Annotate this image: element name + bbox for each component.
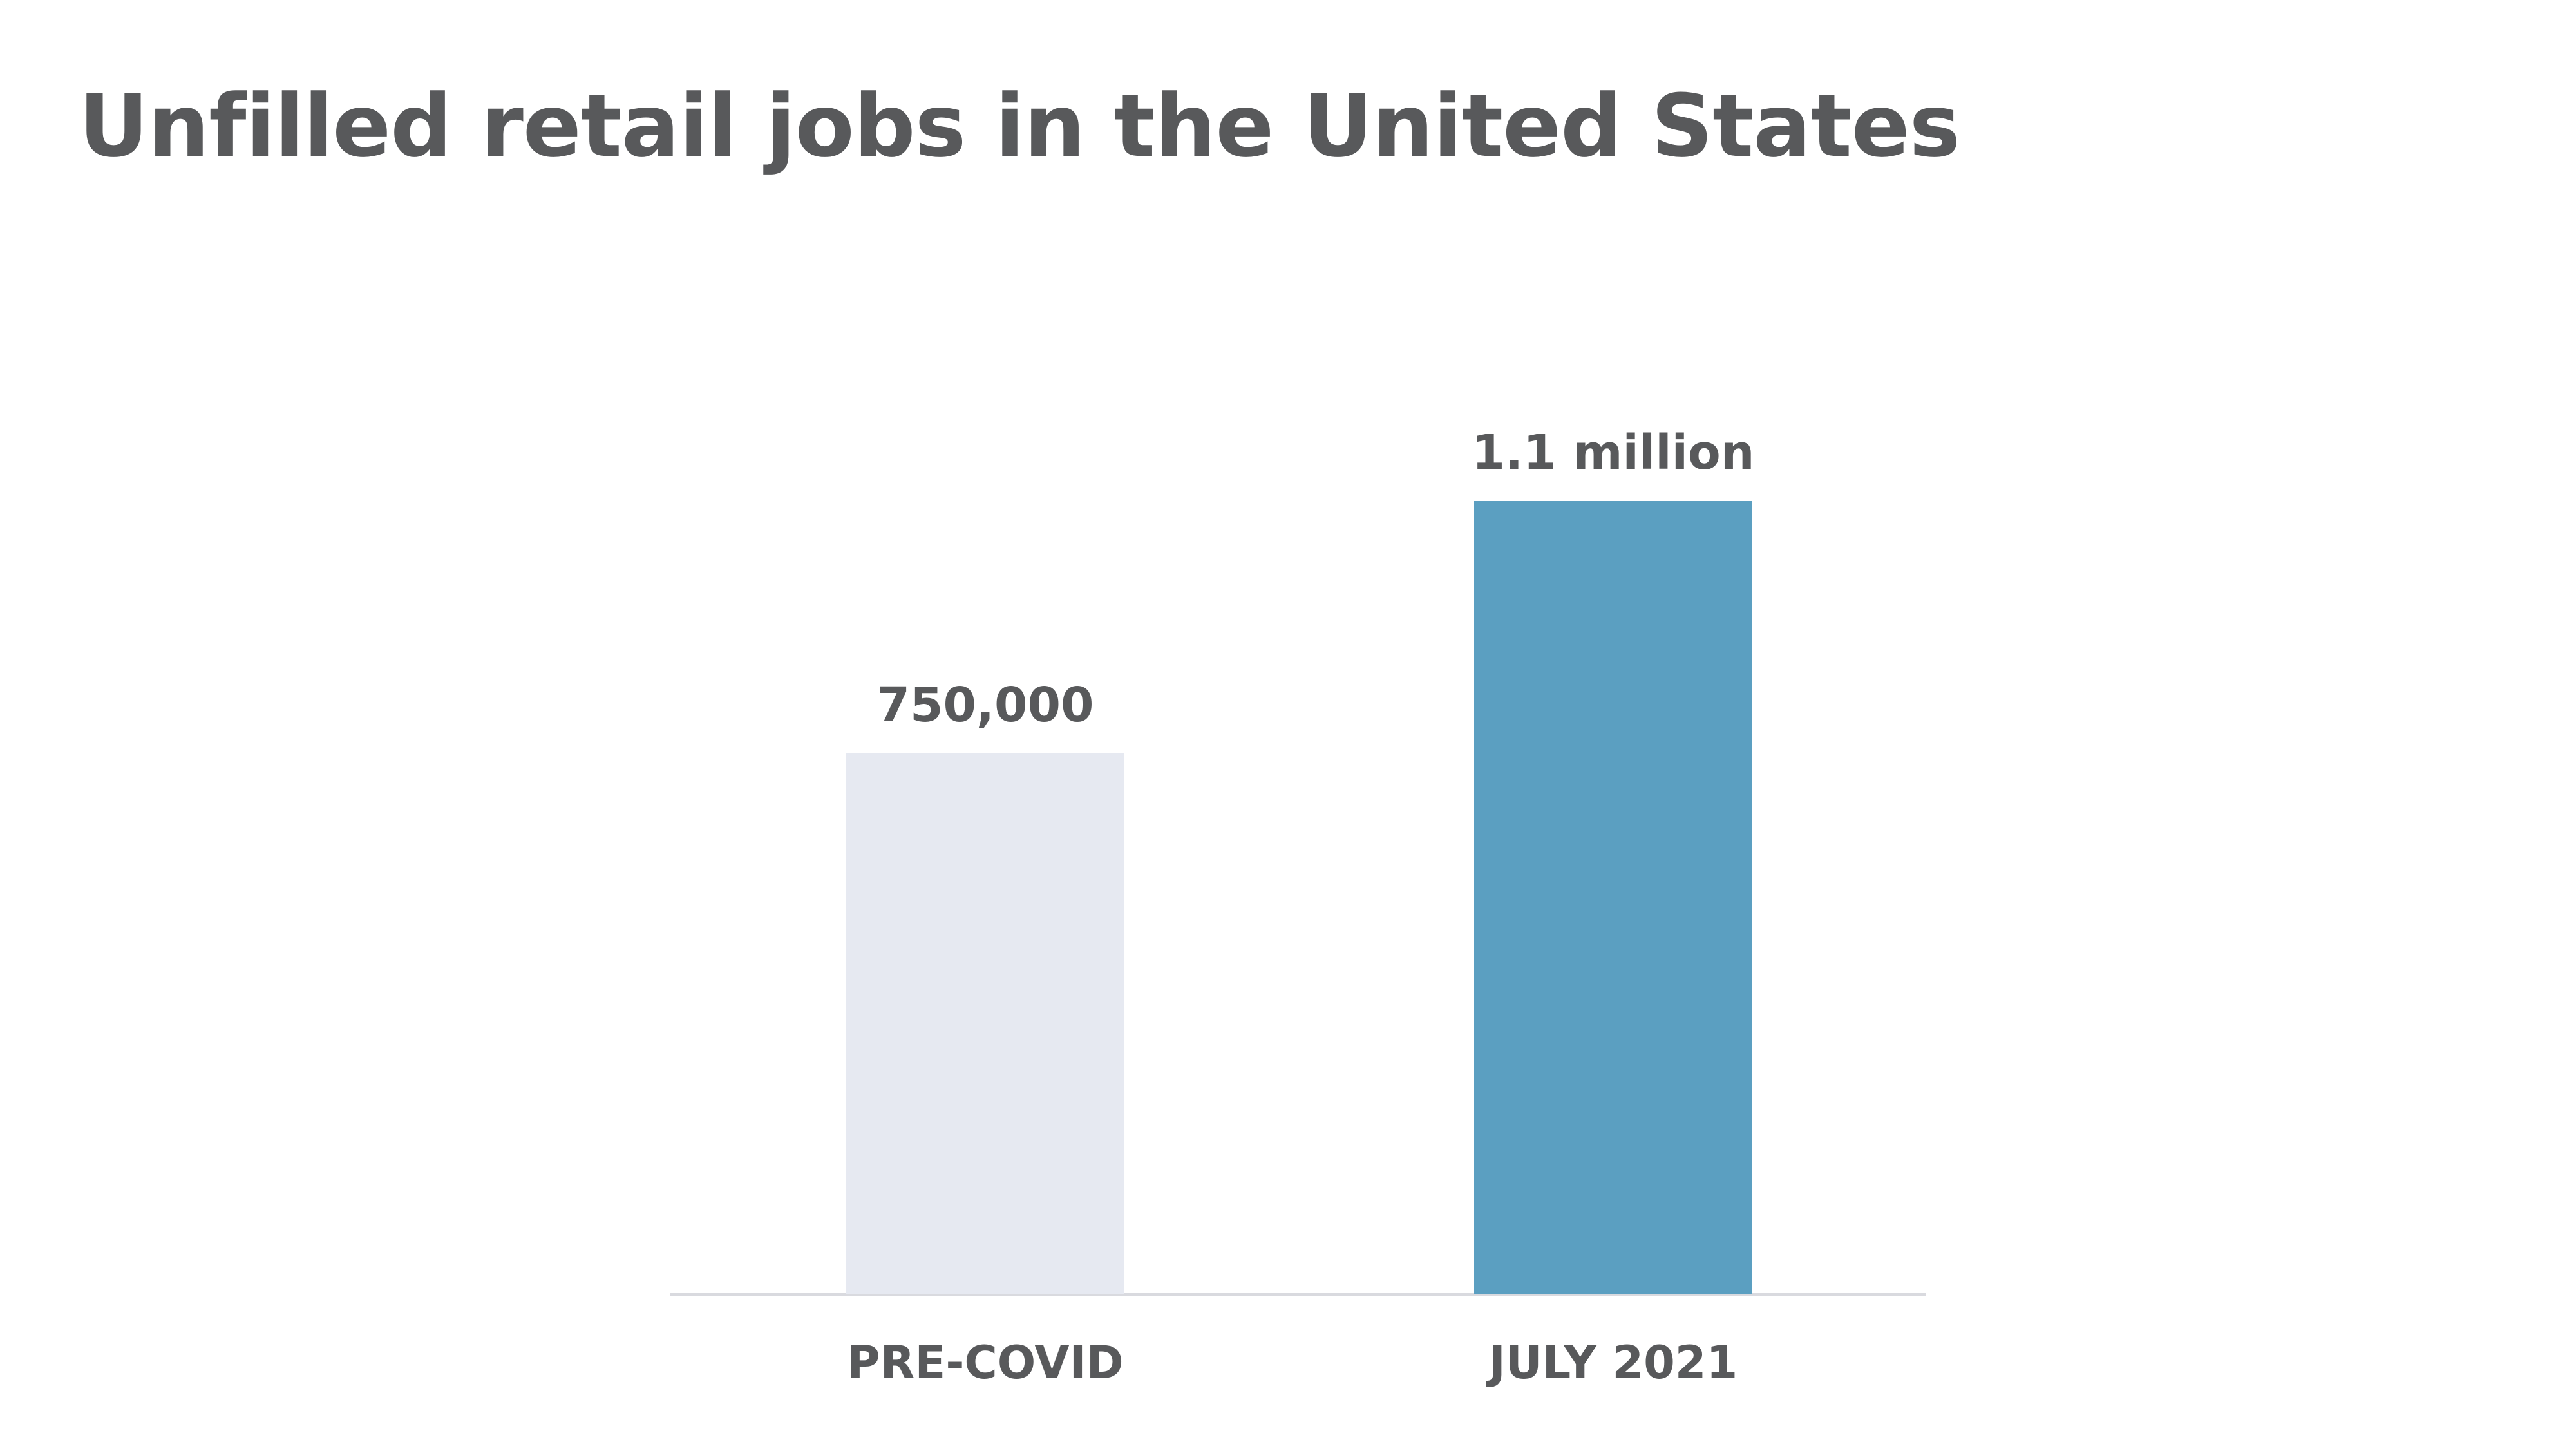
data-label: 1.1 million [1472,425,1755,480]
data-label: 750,000 [876,677,1094,733]
category-label: JULY 2021 [1486,1336,1738,1389]
category-label: PRE-COVID [847,1336,1123,1389]
category-label-group: PRE-COVID JULY 2021 [847,1336,1738,1389]
data-label-group: 750,000 1.1 million [876,425,1754,733]
bar-group [846,501,1752,1294]
bar-pre-covid [846,753,1124,1294]
chart-title: Unfilled retail jobs in the United State… [79,76,1960,176]
bar-july-2021 [1474,501,1752,1294]
